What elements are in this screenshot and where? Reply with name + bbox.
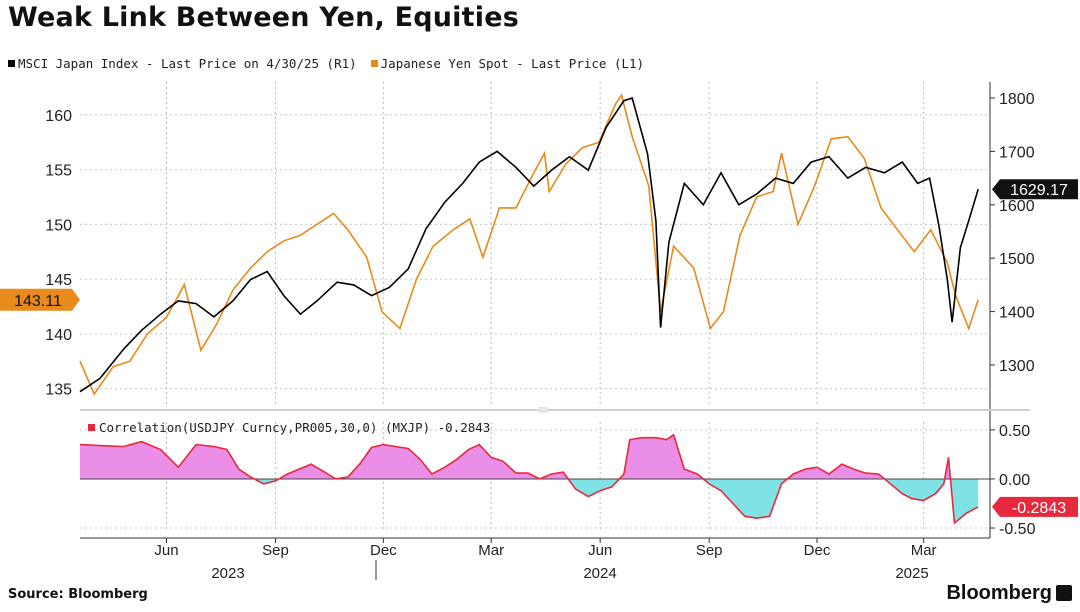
y-right-tick-0: 1300 (999, 358, 1035, 375)
series-line-msci (79, 96, 979, 393)
legend-item-yen: Japanese Yen Spot - Last Price (L1) (370, 56, 645, 71)
legend-item-msci: MSCI Japan Index - Last Price on 4/30/25… (8, 56, 357, 71)
y-left-tick-5: 160 (45, 108, 72, 125)
y-left-tick-3: 150 (45, 217, 72, 234)
yen-last-value-label: 143.11 (14, 293, 62, 310)
y-left-tick-0: 135 (45, 382, 72, 399)
legend-label-yen: Japanese Yen Spot - Last Price (L1) (380, 56, 645, 71)
corr-tick-2: -0.50 (999, 521, 1036, 538)
x-year-label-2: 2025 (895, 565, 928, 582)
legend-label-msci: MSCI Japan Index - Last Price on 4/30/25… (18, 56, 357, 71)
x-tick-label-0: Jun (154, 542, 178, 559)
x-tick-label-1: Sep (262, 542, 289, 559)
source-note: Source: Bloomberg (8, 587, 148, 602)
corr-last-value-flag (992, 496, 1078, 517)
legend: MSCI Japan Index - Last Price on 4/30/25… (8, 56, 658, 71)
legend-swatch-msci (8, 60, 15, 67)
series-line-yen (79, 93, 979, 396)
x-tick-label-5: Sep (696, 542, 723, 559)
y-right-tick-3: 1600 (999, 198, 1035, 215)
x-tick-label-4: Jun (588, 542, 612, 559)
x-year-label-0: 2023 (211, 565, 244, 582)
y-left-tick-1: 140 (45, 327, 72, 344)
y-right-tick-4: 1700 (999, 144, 1035, 161)
y-right-tick-1: 1400 (999, 305, 1035, 322)
corr-area-positive (80, 434, 979, 479)
corr-label: Correlation(USDJPY Curncy,PR005,30,0) (M… (99, 420, 490, 435)
chart-title: Weak Link Between Yen, Equities (8, 2, 519, 33)
corr-tick-0: 0.50 (999, 423, 1030, 440)
msci-last-value-label: 1629.17 (1010, 182, 1068, 199)
x-tick-label-7: Mar (911, 542, 937, 559)
corr-label-swatch (88, 424, 95, 431)
msci-last-value-flag (992, 179, 1078, 200)
yen-last-value-flag (0, 288, 80, 311)
brand-icon (1056, 585, 1072, 601)
y-right-tick-5: 1800 (999, 91, 1035, 108)
y-left-tick-4: 155 (45, 163, 72, 180)
x-year-label-1: 2024 (583, 565, 616, 582)
panel-divider-handle (538, 407, 548, 413)
x-tick-label-6: Dec (804, 542, 831, 559)
corr-line (79, 433, 979, 525)
brand-logo-text: Bloomberg (946, 582, 1052, 604)
x-tick-label-2: Dec (370, 542, 397, 559)
y-left-tick-2: 145 (45, 272, 72, 289)
corr-area-negative (254, 478, 979, 524)
x-tick-label-3: Mar (478, 542, 504, 559)
legend-swatch-yen (370, 60, 378, 67)
corr-tick-1: 0.00 (999, 472, 1030, 489)
corr-last-value-label: -0.2843 (1012, 500, 1066, 517)
y-right-tick-2: 1500 (999, 251, 1035, 268)
